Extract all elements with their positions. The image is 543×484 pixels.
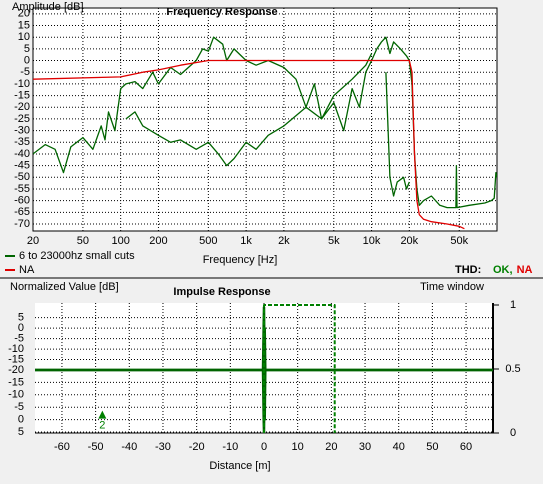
marker <box>98 410 107 419</box>
y-tick-label: -15 <box>8 353 24 365</box>
y-tick-label: -35 <box>14 136 30 148</box>
legend-label: 6 to 23000hz small cuts <box>19 250 135 262</box>
x-tick-label: 500 <box>199 235 217 247</box>
y2-tick-label: 0.5 <box>505 363 520 375</box>
chart-title: Impulse Response <box>173 286 270 298</box>
y-tick-label: -15 <box>14 89 30 101</box>
x-tick-label: 2k <box>278 235 290 247</box>
y2-tick-label: 0 <box>510 427 516 439</box>
y-tick-label: 15 <box>18 19 30 31</box>
x-tick-label: -50 <box>88 441 104 453</box>
series-line <box>263 304 336 433</box>
y-tick-label: -20 <box>8 364 24 376</box>
y-tick-label: -10 <box>8 389 24 401</box>
y-tick-label: -45 <box>14 160 30 172</box>
x-tick-label: 20 <box>27 235 39 247</box>
x-axis-label: Frequency [Hz] <box>203 254 278 266</box>
x-tick-label: 10k <box>363 235 381 247</box>
y-tick-label: -5 <box>20 66 30 78</box>
x-tick-label: 20k <box>400 235 418 247</box>
x-tick-label: -60 <box>54 441 70 453</box>
y-tick-label: 0 <box>18 322 24 334</box>
y-tick-label: -20 <box>14 101 30 113</box>
x-axis-label: Distance [m] <box>209 460 270 472</box>
thd-status: NA <box>517 264 533 276</box>
x-tick-label: 60 <box>460 441 472 453</box>
y-tick-label: -70 <box>14 218 30 230</box>
y-tick-label: -25 <box>14 113 30 125</box>
series-line <box>33 59 465 230</box>
time-window-label: Time window <box>420 281 484 293</box>
y-tick-label: 5 <box>24 43 30 55</box>
x-tick-label: 1k <box>240 235 252 247</box>
marker-label: 2 <box>99 420 105 432</box>
y-tick-label: 0 <box>24 54 30 66</box>
y-tick-label: -55 <box>14 183 30 195</box>
x-tick-label: 50 <box>426 441 438 453</box>
y-axis-label: Normalized Value [dB] <box>10 281 119 293</box>
x-tick-label: -10 <box>222 441 238 453</box>
plot-area <box>32 7 498 232</box>
x-tick-label: 30 <box>359 441 371 453</box>
y-tick-label: -10 <box>8 343 24 355</box>
y2-tick-label: 1 <box>510 299 516 311</box>
x-tick-label: 0 <box>261 441 267 453</box>
thd-status: OK, <box>493 264 513 276</box>
y-axis-label: Amplitude [dB] <box>12 1 84 13</box>
y-tick-label: 5 <box>18 426 24 438</box>
chart-title: Frequency Response <box>166 6 277 18</box>
x-tick-label: 50k <box>450 235 468 247</box>
x-tick-label: 20 <box>325 441 337 453</box>
y-tick-label: -5 <box>14 401 24 413</box>
y-tick-label: -40 <box>14 148 30 160</box>
x-tick-label: 50 <box>77 235 89 247</box>
y-tick-label: -50 <box>14 171 30 183</box>
y-tick-label: 10 <box>18 31 30 43</box>
x-tick-label: -30 <box>155 441 171 453</box>
x-tick-label: 5k <box>328 235 340 247</box>
y-tick-label: 0 <box>18 414 24 426</box>
y-tick-label: -65 <box>14 206 30 218</box>
y-tick-label: -10 <box>14 78 30 90</box>
legend-label: NA <box>19 264 35 276</box>
x-tick-label: -40 <box>121 441 137 453</box>
thd-label: THD: <box>455 264 481 276</box>
y-tick-label: 20 <box>18 8 30 20</box>
x-tick-label: 200 <box>149 235 167 247</box>
x-tick-label: 40 <box>393 441 405 453</box>
x-tick-label: 10 <box>292 441 304 453</box>
x-tick-label: -20 <box>189 441 205 453</box>
y-tick-label: -30 <box>14 124 30 136</box>
y-tick-label: 5 <box>18 312 24 324</box>
series-line <box>33 36 497 209</box>
y-tick-label: -15 <box>8 376 24 388</box>
y-tick-label: -5 <box>14 333 24 345</box>
y-tick-label: -60 <box>14 195 30 207</box>
x-tick-label: 100 <box>111 235 129 247</box>
